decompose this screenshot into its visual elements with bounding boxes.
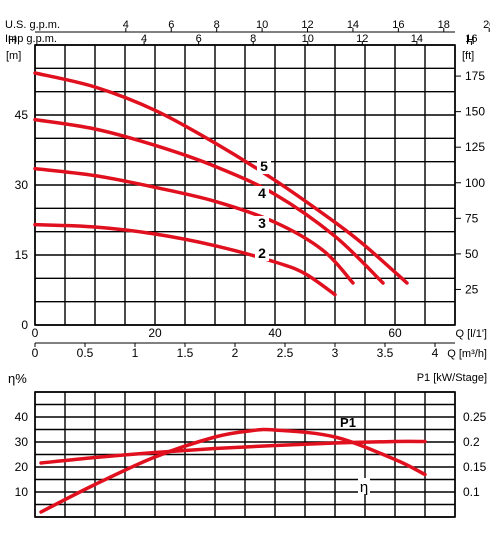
- x-tick-label: 20: [148, 326, 162, 340]
- left-axis-h-label: H: [8, 33, 17, 47]
- efficiency-tick-label: 40: [15, 410, 29, 424]
- curve-label-bg: [257, 159, 271, 174]
- left-axis-unit: [m]: [6, 50, 21, 62]
- us-gpm-tick-label: 10: [256, 19, 268, 31]
- head-flow-chart: U.S. g.p.m.Imp g.p.m.4681012141618204681…: [5, 19, 490, 360]
- curve-4: [33, 117, 385, 285]
- m3h-tick-label: 2: [232, 346, 239, 360]
- efficiency-tick-label: 10: [15, 485, 29, 499]
- x-tick-label: 0: [32, 326, 39, 340]
- curve-label-5: 5: [260, 158, 268, 174]
- imp-gpm-tick-label: 6: [196, 33, 202, 45]
- us-gpm-tick-label: 20: [483, 19, 490, 31]
- power-tick-label: 0.25: [463, 410, 487, 424]
- right-axis-tick-label: 75: [465, 211, 479, 225]
- power-axis-label: P1 [kW/Stage]: [417, 372, 487, 384]
- imp-gpm-tick-label: 16: [465, 33, 477, 45]
- grid-bottom: [34, 391, 456, 518]
- us-gpm-tick-label: 8: [214, 19, 220, 31]
- m3h-tick-label: 1.5: [177, 346, 194, 360]
- m3h-axis: 0 0.5 1 1.5 2 2.5 3 3.5 4 Q [m³/h]: [32, 342, 487, 360]
- m3h-tick-label: 0.5: [77, 346, 94, 360]
- us-gpm-tick-label: 6: [168, 19, 174, 31]
- power-tick-label: 0.1: [463, 485, 480, 499]
- m3h-tick-label: 2.5: [277, 346, 294, 360]
- m3h-tick-label: 3.5: [377, 346, 394, 360]
- right-axis-tick-label: 125: [465, 140, 485, 154]
- imp-gpm-label: Imp g.p.m.: [5, 33, 57, 45]
- us-gpm-tick-label: 12: [301, 19, 313, 31]
- right-axis-tick-label: 50: [465, 247, 479, 261]
- us-gpm-label: U.S. g.p.m.: [5, 19, 60, 31]
- y-tick-label: 0: [21, 318, 28, 332]
- us-gpm-tick-label: 18: [438, 19, 450, 31]
- curve-label-3: 3: [258, 215, 266, 231]
- plot-frame-bottom: [34, 391, 456, 518]
- power-tick-label: 0.2: [463, 435, 480, 449]
- right-axis-h-label: H: [466, 33, 475, 47]
- gpm-scales: U.S. g.p.m.Imp g.p.m.4681012141618204681…: [5, 19, 490, 46]
- efficiency-tick-label: 20: [15, 460, 29, 474]
- efficiency-tick-label: 30: [15, 435, 29, 449]
- curve-label-bg: [358, 478, 370, 494]
- grid-top: [34, 44, 456, 326]
- curve-label-efficiency: η: [360, 479, 368, 496]
- y-tick-label: 45: [15, 108, 29, 122]
- efficiency-power-chart: η% P1 [kW/Stage] 10 20 30 40 0.1 0.15 0.2 0.25 P1 η: [8, 371, 487, 518]
- x-tick-label: 40: [268, 326, 282, 340]
- curve-label-bg: [255, 186, 269, 201]
- curve-p1: [39, 439, 427, 465]
- curve-2: [33, 222, 337, 297]
- curve-label-p1: P1: [340, 415, 356, 430]
- m3h-tick-label: 4: [432, 346, 439, 360]
- m3h-tick-label: 0: [32, 346, 39, 360]
- x-tick-label: 60: [388, 326, 402, 340]
- curve-label-4: 4: [258, 185, 266, 201]
- imp-gpm-tick-label: 12: [356, 33, 368, 45]
- imp-gpm-tick-label: 10: [302, 33, 314, 45]
- curve-label-bg: [255, 216, 269, 231]
- right-axis-unit: [ft]: [462, 50, 474, 62]
- curve-efficiency: [39, 427, 427, 514]
- right-axis-tick-label: 25: [465, 282, 479, 296]
- m3h-tick-label: 1: [132, 346, 139, 360]
- x-axis-label: Q [l/1']: [456, 328, 487, 340]
- us-gpm-tick-label: 14: [347, 19, 359, 31]
- curve-label-bg: [255, 246, 269, 261]
- m3h-tick-label: 3: [332, 346, 339, 360]
- imp-gpm-tick-label: 8: [250, 33, 256, 45]
- y-tick-label: 30: [15, 178, 29, 192]
- m3h-axis-label: Q [m³/h]: [447, 348, 487, 360]
- us-gpm-tick-label: 4: [123, 19, 129, 31]
- us-gpm-tick-label: 16: [392, 19, 404, 31]
- right-axis-tick-label: 100: [465, 176, 485, 190]
- curve-3: [33, 166, 355, 285]
- curve-5: [33, 71, 409, 285]
- efficiency-axis-label: η%: [8, 371, 27, 386]
- imp-gpm-tick-label: 4: [141, 33, 147, 45]
- imp-gpm-tick-label: 14: [411, 33, 423, 45]
- right-axis-tick-label: 150: [465, 105, 485, 119]
- right-axis-tick-label: 175: [465, 69, 485, 83]
- y-tick-label: 15: [15, 248, 29, 262]
- power-tick-label: 0.15: [463, 460, 487, 474]
- curve-label-2: 2: [258, 245, 266, 261]
